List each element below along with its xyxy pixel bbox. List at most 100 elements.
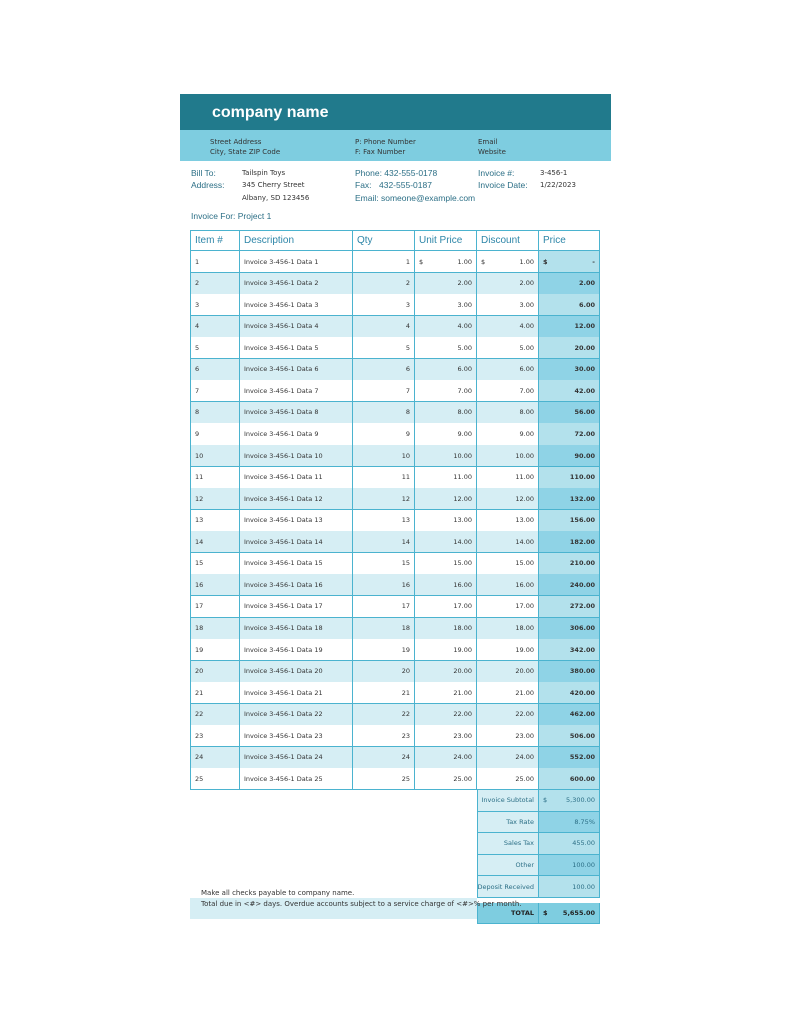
cell: 342.00 (539, 639, 600, 662)
cell: 7 (353, 380, 415, 403)
text: Website (478, 148, 506, 156)
cell: 2 (353, 272, 415, 295)
cell: 9.00 (477, 423, 539, 446)
cell: 4.00 (415, 315, 477, 338)
cell: 21 (353, 682, 415, 705)
summary-label: Other (477, 854, 539, 877)
cell: 10.00 (415, 445, 477, 468)
text: Albany, SD 123456 (242, 194, 310, 202)
cell: 23 (353, 725, 415, 748)
currency: $ (481, 257, 486, 266)
cell: 6 (353, 358, 415, 381)
cell: 24 (353, 746, 415, 769)
cell: Invoice 3-456-1 Data 19 (240, 639, 353, 662)
cell: Invoice 3-456-1 Data 5 (240, 337, 353, 360)
cell: 4 (190, 315, 240, 338)
cell: 18 (190, 617, 240, 640)
cell: 30.00 (539, 358, 600, 381)
cell: 11.00 (477, 466, 539, 489)
text: Tailspin Toys (242, 169, 286, 177)
cell: 240.00 (539, 574, 600, 597)
cell: 3 (190, 294, 240, 317)
cell: 24.00 (477, 746, 539, 769)
cell: Invoice 3-456-1 Data 22 (240, 703, 353, 726)
cell: 20 (190, 660, 240, 683)
contact-band (180, 130, 611, 161)
note: Make all checks payable to company name. (201, 889, 355, 897)
cell: 7.00 (415, 380, 477, 403)
value: 5,300.00 (566, 796, 595, 805)
cell: $ - (539, 251, 600, 274)
cell: $1.00 (415, 251, 477, 274)
cell: 210.00 (539, 552, 600, 575)
text: F: Fax Number (355, 148, 406, 156)
cell: Invoice 3-456-1 Data 10 (240, 445, 353, 468)
note: Total due in <#> days. Overdue accounts … (201, 900, 522, 908)
label: Fax: (355, 180, 372, 190)
company: company name (212, 104, 329, 121)
cell: 18.00 (415, 617, 477, 640)
cell: 2.00 (415, 272, 477, 295)
currency: $ (419, 257, 424, 266)
cell: 16.00 (415, 574, 477, 597)
cell: 1 (190, 251, 240, 274)
cell: Invoice 3-456-1 Data 25 (240, 768, 353, 791)
cell: Invoice 3-456-1 Data 16 (240, 574, 353, 597)
text: Email (478, 138, 498, 146)
cell: Invoice 3-456-1 Data 12 (240, 488, 353, 511)
cell: 8.00 (477, 401, 539, 424)
cell: Invoice 3-456-1 Data 17 (240, 595, 353, 618)
cell: 4.00 (477, 315, 539, 338)
text: 432-555-0187 (379, 180, 432, 190)
cell: 15 (190, 552, 240, 575)
summary-label: Tax Rate (477, 811, 539, 834)
cell: 25.00 (415, 768, 477, 791)
column-header: Price (539, 230, 600, 251)
text: P: Phone Number (355, 138, 416, 146)
cell: 12.00 (539, 315, 600, 338)
cell: Invoice 3-456-1 Data 2 (240, 272, 353, 295)
cell: 6 (190, 358, 240, 381)
cell: 552.00 (539, 746, 600, 769)
cell: 5 (353, 337, 415, 360)
cell: 5 (190, 337, 240, 360)
cell: 17.00 (415, 595, 477, 618)
cell: 380.00 (539, 660, 600, 683)
text: City, State ZIP Code (210, 148, 281, 156)
cell: 132.00 (539, 488, 600, 511)
cell: 182.00 (539, 531, 600, 554)
cell: 18.00 (477, 617, 539, 640)
cell: 24.00 (415, 746, 477, 769)
cell: 6.00 (415, 358, 477, 381)
cell: 14 (353, 531, 415, 554)
cell: 19 (190, 639, 240, 662)
value: - (592, 257, 595, 266)
cell: 22.00 (415, 703, 477, 726)
cell: 2.00 (539, 272, 600, 295)
summary-value: 100.00 (539, 854, 600, 877)
summary-value: $5,300.00 (539, 790, 600, 812)
cell: 6.00 (539, 294, 600, 317)
cell: 42.00 (539, 380, 600, 403)
note-band (190, 898, 477, 919)
column-header: Discount (477, 230, 539, 251)
cell: Invoice 3-456-1 Data 14 (240, 531, 353, 554)
text: 1/22/2023 (540, 181, 576, 189)
cell: 56.00 (539, 401, 600, 424)
column-header: Description (240, 230, 353, 251)
cell: Invoice 3-456-1 Data 4 (240, 315, 353, 338)
cell: 19.00 (477, 639, 539, 662)
summary-label: Sales Tax (477, 833, 539, 855)
cell: 110.00 (539, 466, 600, 489)
label: Invoice Date: (478, 180, 528, 190)
cell: 22 (190, 703, 240, 726)
text: Street Address (210, 138, 262, 146)
label: Invoice #: (478, 168, 515, 178)
cell: 20.00 (477, 660, 539, 683)
value: 455.00 (572, 839, 595, 848)
cell: 2 (190, 272, 240, 295)
cell: $1.00 (477, 251, 539, 274)
cell: 8 (190, 401, 240, 424)
cell: 23.00 (415, 725, 477, 748)
cell: 10.00 (477, 445, 539, 468)
